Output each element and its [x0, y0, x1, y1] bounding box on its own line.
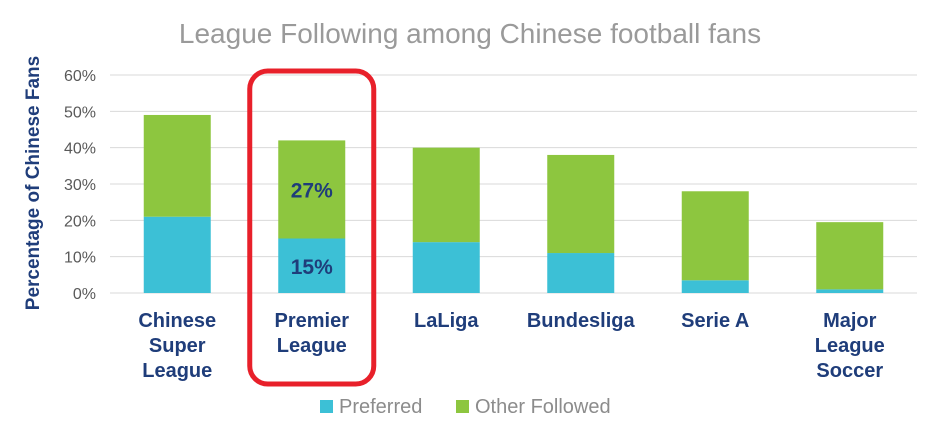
x-tick-label: LaLiga: [414, 310, 479, 332]
bar-segment-other-followed: [547, 154, 615, 254]
bar-segment-other-followed: [816, 222, 884, 290]
bar-segment-preferred: [278, 238, 346, 293]
x-tick-label: Premier League: [275, 310, 350, 357]
bar-segment-preferred: [412, 242, 480, 293]
bar-segment-preferred: [143, 216, 211, 293]
chart-title: League Following among Chinese football …: [179, 18, 761, 49]
data-labels: 15% 27%: [291, 179, 333, 278]
y-axis-label: Percentage of Chinese Fans: [23, 56, 44, 310]
x-tick-label: Chinese Super League: [138, 310, 216, 382]
y-tick-label: 60%: [64, 68, 96, 85]
bars: [143, 114, 884, 293]
x-tick-label: Major League Soccer: [815, 310, 885, 382]
legend-label: Preferred: [339, 396, 422, 418]
x-tick-label: Bundesliga: [527, 310, 636, 332]
gridlines: [110, 74, 917, 294]
y-tick-label: 10%: [64, 250, 96, 267]
data-label: 27%: [291, 179, 333, 202]
legend-swatch: [456, 400, 469, 413]
bar-segment-preferred: [681, 280, 749, 293]
bar-segment-preferred: [816, 289, 884, 293]
bar-segment-other-followed: [278, 140, 346, 239]
legend-label: Other Followed: [475, 396, 611, 418]
y-tick-label: 20%: [64, 213, 96, 230]
bar-segment-other-followed: [412, 147, 480, 243]
y-tick-label: 30%: [64, 177, 96, 194]
x-tick-label: Serie A: [681, 310, 749, 332]
bar-segment-other-followed: [143, 114, 211, 217]
legend-swatch: [320, 400, 333, 413]
data-label: 15%: [291, 256, 333, 279]
y-tick-label: 40%: [64, 141, 96, 158]
x-axis-ticks: Chinese Super League Premier League LaLiga Bun…: [138, 310, 884, 382]
legend: Preferred Other Followed: [320, 396, 611, 418]
highlight-box: [247, 68, 377, 387]
highlight-rectangle: [247, 68, 377, 387]
y-tick-label: 50%: [64, 104, 96, 121]
bar-segment-preferred: [547, 253, 615, 293]
y-tick-label: 0%: [73, 286, 96, 303]
bar-segment-other-followed: [681, 191, 749, 281]
y-axis-ticks: 0% 10% 20% 30% 40% 50% 60%: [64, 68, 96, 303]
